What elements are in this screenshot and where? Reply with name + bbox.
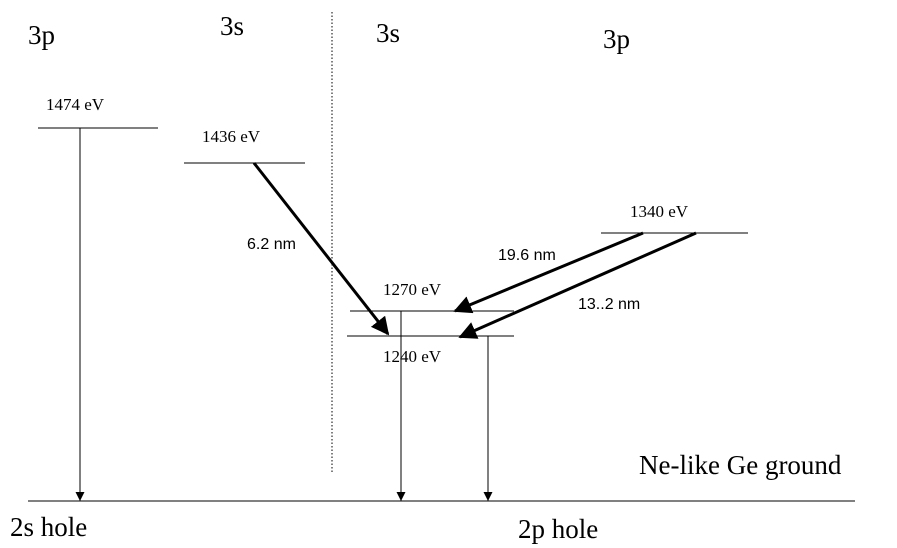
shell-label: 3s xyxy=(220,11,244,41)
transition-arrow xyxy=(252,162,390,336)
shell-label: 3p xyxy=(28,20,55,50)
level-label: 1270 eV xyxy=(383,280,442,299)
shell-label: 3p xyxy=(603,24,630,54)
wavelength-label: 6.2 nm xyxy=(247,236,296,253)
transition-arrow xyxy=(453,231,644,314)
shell-label: 3s xyxy=(376,18,400,48)
transition-arrow xyxy=(458,231,697,339)
wavelength-label: 19.6 nm xyxy=(498,247,556,264)
ground-label: Ne-like Ge ground xyxy=(639,450,842,480)
wavelength-label: 13..2 nm xyxy=(578,296,640,313)
level-label: 1436 eV xyxy=(202,127,261,146)
hole-label: 2p hole xyxy=(518,514,598,544)
hole-label: 2s hole xyxy=(10,512,87,542)
level-label: 1340 eV xyxy=(630,202,689,221)
level-label: 1240 eV xyxy=(383,347,442,366)
level-label: 1474 eV xyxy=(46,95,105,114)
